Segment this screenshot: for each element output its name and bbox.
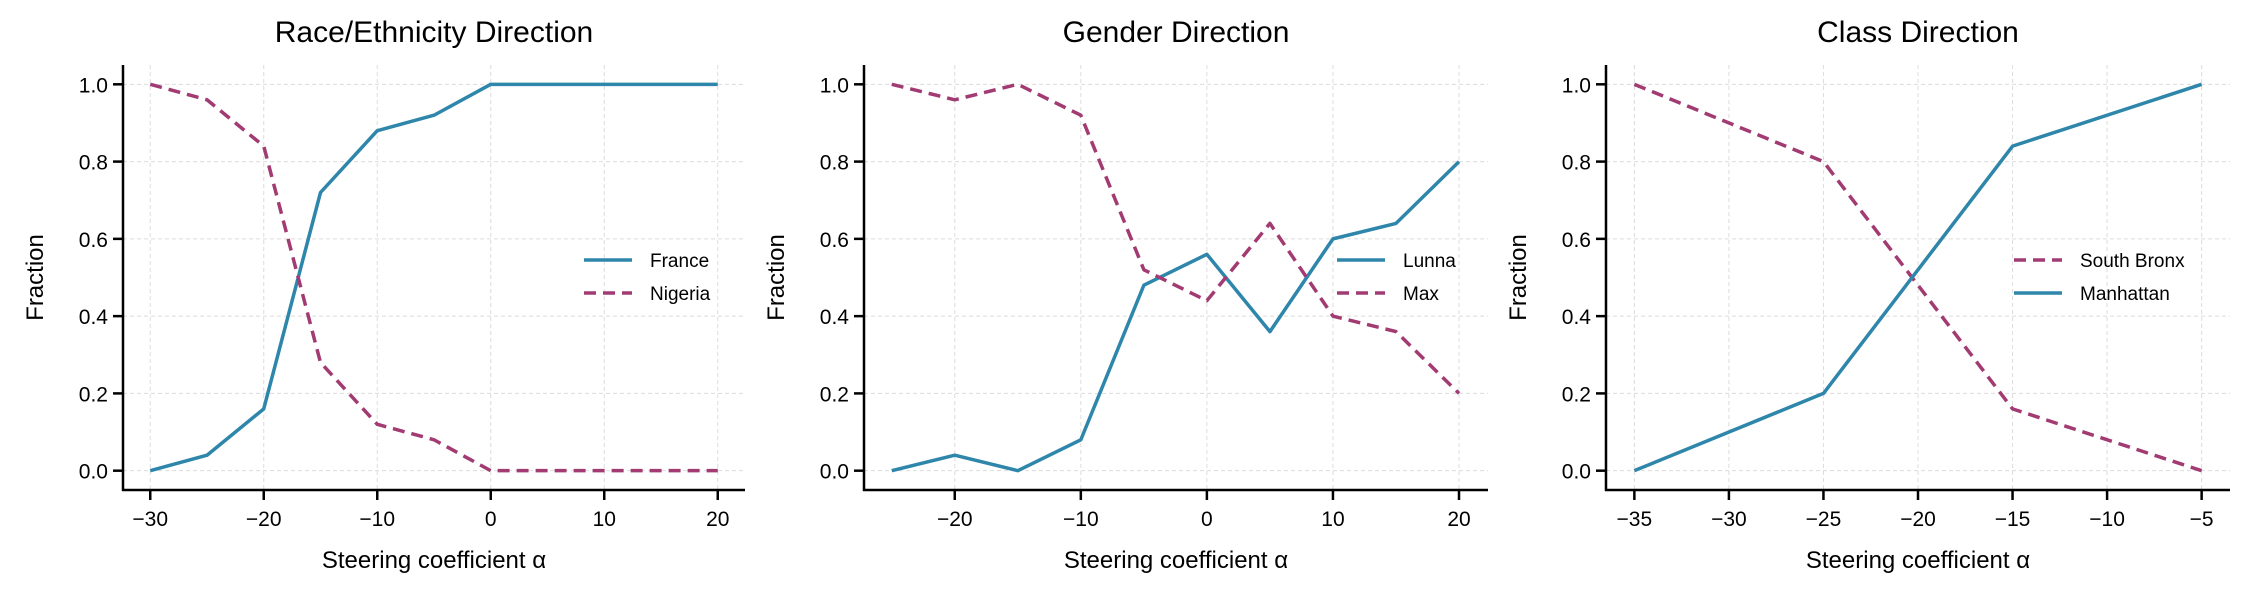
x-tick-label: −10 [1063,508,1099,531]
x-tick-label: 20 [706,508,729,531]
x-tick-label: −30 [132,508,168,531]
y-tick-label: 0.0 [1562,461,1591,484]
legend-label: Nigeria [650,284,711,305]
chart-title: Gender Direction [1063,16,1290,49]
y-tick-label: 0.0 [820,461,849,484]
legend-label: France [650,251,709,272]
series-line-nigeria [149,82,718,473]
y-tick-label: 0.4 [79,306,109,329]
y-tick-label: 1.0 [1562,74,1591,97]
x-tick-label: −25 [1806,508,1842,531]
x-tick-label: −10 [359,508,395,531]
x-tick-label: −20 [937,508,973,531]
x-tick-label: −15 [1995,508,2031,531]
x-tick-label: 0 [485,508,497,531]
legend-label: Manhattan [2080,284,2170,305]
y-tick-label: 0.8 [79,152,108,175]
legend-label: Max [1403,284,1439,305]
y-tick-label: 0.4 [1562,306,1592,329]
x-tick-label: 20 [1447,508,1470,531]
x-axis-label: Steering coefficient α [1064,547,1288,574]
legend-label: South Bronx [2080,251,2185,272]
x-tick-label: −10 [2089,508,2125,531]
series-line-lunna [891,160,1461,473]
y-tick-label: 0.0 [79,461,108,484]
y-tick-label: 1.0 [79,74,108,97]
legend-label: Lunna [1403,251,1456,272]
y-tick-label: 0.2 [79,383,108,406]
y-tick-label: 1.0 [820,74,849,97]
subplot-3: −35 −30 −25 −20 −15 −10 −5 0.0 0.2 0.4 0.6 0.8 1.0 So… [1505,16,2230,574]
x-tick-label: −5 [2190,508,2214,531]
y-tick-label: 0.8 [820,152,849,175]
x-tick-label: −35 [1617,508,1653,531]
x-tick-label: −20 [1900,508,1936,531]
series-line-south-bronx [1633,82,2203,473]
subplot-2: −20 −10 0 10 20 0.0 0.2 0.4 0.6 0.8 1.0 Lunna Max Gen… [763,16,1488,574]
x-axis-label: Steering coefficient α [322,547,546,574]
series-line-france [149,82,718,473]
y-tick-label: 0.4 [820,306,850,329]
y-axis-label: Fraction [1505,234,1532,321]
x-tick-label: 10 [1321,508,1344,531]
y-tick-label: 0.2 [820,383,849,406]
y-tick-label: 0.6 [820,229,849,252]
y-tick-label: 0.6 [79,229,108,252]
x-tick-label: −20 [246,508,282,531]
y-axis-label: Fraction [763,234,790,321]
y-tick-label: 0.8 [1562,152,1591,175]
x-axis-label: Steering coefficient α [1806,547,2030,574]
x-tick-label: 0 [1201,508,1213,531]
y-tick-label: 0.6 [1562,229,1591,252]
y-axis-label: Fraction [22,234,49,321]
series-line-max [891,82,1461,395]
x-tick-label: 10 [593,508,616,531]
series-line-manhattan [1633,82,2203,473]
y-tick-label: 0.2 [1562,383,1591,406]
subplot-1: −30 −20 −10 0 10 20 0.0 0.2 0.4 0.6 0.8 1.0 France Ni… [22,16,745,574]
x-tick-label: −30 [1711,508,1747,531]
chart-title: Race/Ethnicity Direction [275,16,593,49]
chart-title: Class Direction [1817,16,2019,49]
